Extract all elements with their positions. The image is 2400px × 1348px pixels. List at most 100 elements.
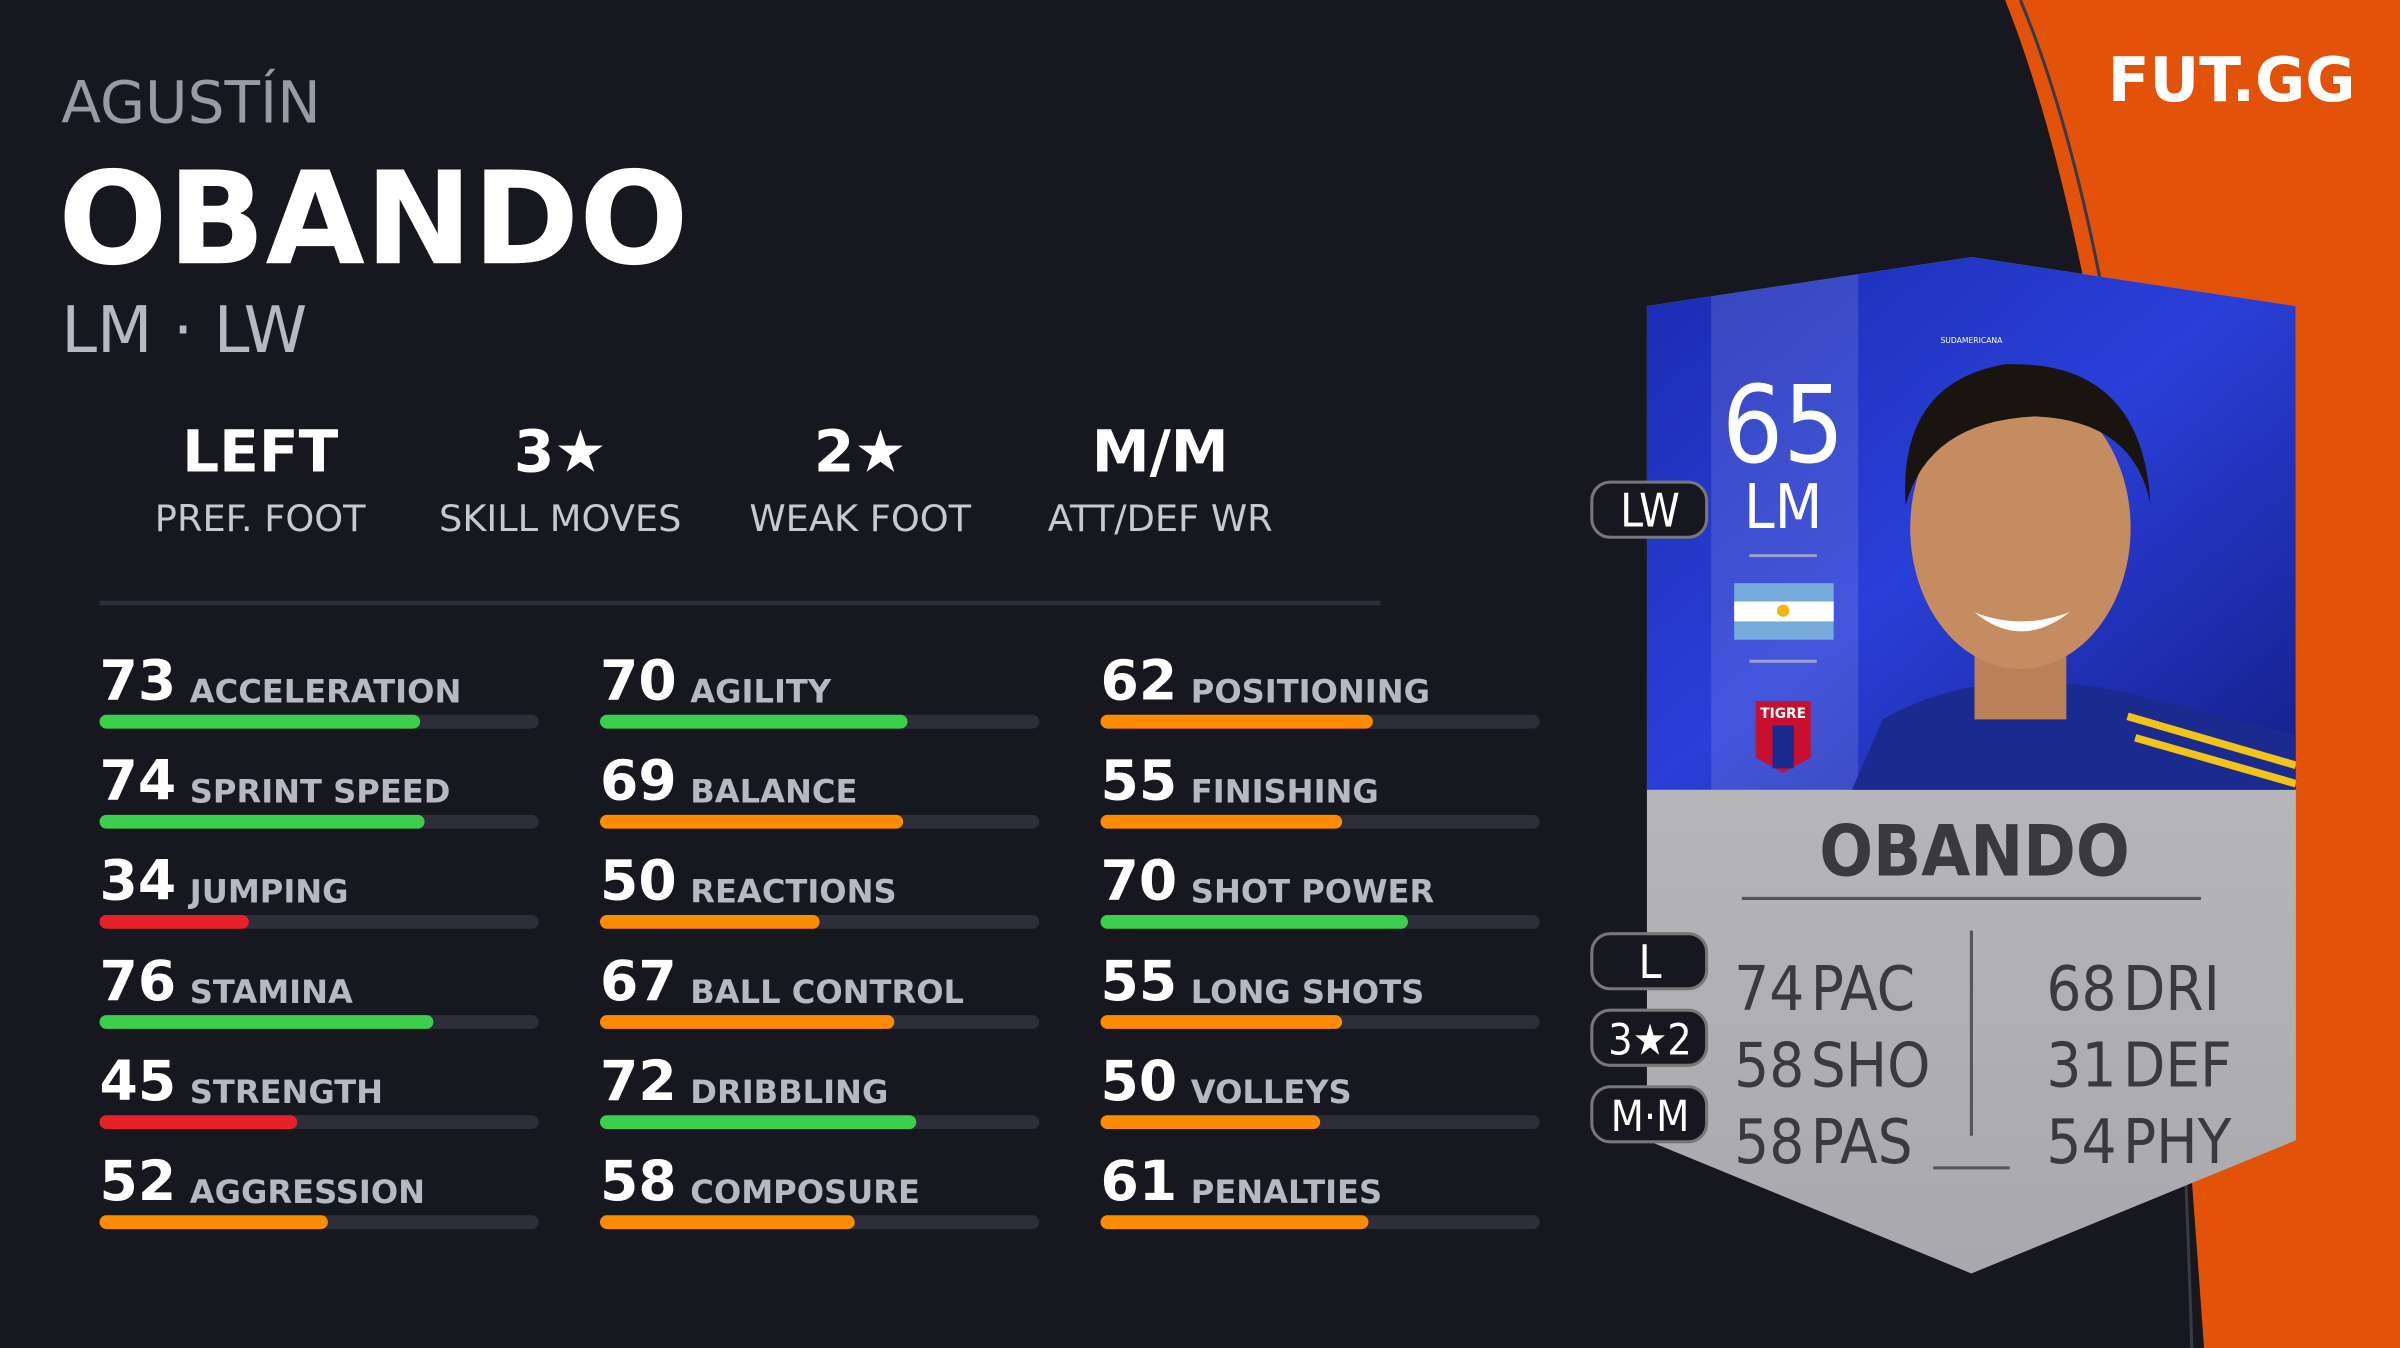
stat-bar	[99, 1215, 328, 1230]
stat-value: 34	[99, 849, 176, 913]
stat-value: 74	[99, 749, 176, 813]
stat-value: 50	[1101, 1049, 1178, 1113]
card-stat-label: PAC	[1811, 954, 1915, 1025]
stat-value: 62	[1101, 648, 1178, 712]
stat-bar	[99, 1015, 434, 1029]
player-card: SUDAMERICANA 65 LM TIGRE OBANDO	[1646, 257, 2296, 1274]
stat-value: 61	[1101, 1149, 1178, 1213]
club-name: TIGRE	[1760, 706, 1806, 722]
brand-logo: FUT.GG	[2108, 45, 2356, 116]
stat-bar	[99, 814, 425, 829]
stat-bar	[600, 1115, 917, 1129]
info-value: 3★	[514, 417, 607, 485]
shirt-stripes	[2126, 712, 2296, 788]
stat-name: AGGRESSION	[190, 1173, 425, 1211]
stat-bar	[600, 1215, 855, 1230]
face	[1910, 387, 2131, 669]
stat-bar	[99, 1115, 298, 1129]
pill	[1590, 1008, 1709, 1067]
pill	[1590, 480, 1709, 539]
stat-bar	[600, 814, 904, 829]
stat-name: AGILITY	[690, 673, 832, 711]
stat-name: STAMINA	[190, 973, 353, 1011]
stat-name: VOLLEYS	[1191, 1073, 1352, 1111]
stat-value: 70	[1101, 849, 1178, 913]
stat-value: 69	[600, 749, 677, 813]
card-stat-value: 31	[2046, 1031, 2116, 1102]
stat-value: 73	[99, 648, 176, 712]
card-stat-label: PAS	[1811, 1107, 1913, 1178]
shirt	[1852, 681, 2296, 790]
last-name: OBANDO	[58, 145, 688, 294]
pill	[1590, 932, 1709, 991]
stat-name: FINISHING	[1191, 773, 1379, 811]
card-stat-value: 58	[1734, 1031, 1804, 1102]
stat-name: COMPOSURE	[690, 1173, 920, 1211]
stat-bar	[600, 914, 820, 929]
card-stat-value: 74	[1734, 954, 1804, 1025]
card-work-rates: M·M	[1611, 1092, 1690, 1142]
pill	[1590, 1085, 1709, 1144]
card-position: LM	[1744, 472, 1822, 543]
stat-name: BALANCE	[690, 773, 857, 811]
stat-value: 45	[99, 1049, 176, 1113]
smile	[1974, 612, 2070, 632]
first-name: AGUSTÍN	[61, 67, 321, 136]
card-stat-label: DRI	[2123, 954, 2220, 1025]
card-stat-label: PHY	[2123, 1107, 2232, 1178]
stat-value: 58	[600, 1149, 677, 1213]
stat-value: 67	[600, 949, 677, 1013]
stat-name: SPRINT SPEED	[190, 773, 451, 811]
info-label: ATT/DEF WR	[1048, 497, 1273, 540]
stat-value: 72	[600, 1049, 677, 1113]
stat-bar	[1100, 814, 1343, 829]
stat-name: POSITIONING	[1191, 673, 1430, 711]
stat-value: 55	[1101, 749, 1178, 813]
stat-name: LONG SHOTS	[1191, 973, 1424, 1011]
positions: LM · LW	[61, 293, 307, 368]
stat-bar	[1100, 914, 1409, 929]
stat-name: STRENGTH	[190, 1073, 383, 1111]
stat-name: ACCELERATION	[190, 673, 462, 711]
card-name: OBANDO	[1819, 811, 2130, 893]
stat-value: 50	[600, 849, 677, 913]
stat-bar	[600, 1015, 895, 1029]
info-label: SKILL MOVES	[439, 497, 681, 540]
stat-name: BALL CONTROL	[690, 973, 964, 1011]
stat-bar	[600, 714, 908, 729]
stat-name: DRIBBLING	[690, 1073, 888, 1111]
stat-name: REACTIONS	[690, 873, 896, 911]
stat-bar	[1100, 1215, 1369, 1230]
stat-bar	[1100, 714, 1373, 729]
stat-bar	[99, 714, 421, 729]
stat-value: 76	[99, 949, 176, 1013]
league: SUDAMERICANA	[1940, 336, 2003, 345]
stat-bar	[1100, 1115, 1321, 1129]
stat-value: 70	[600, 648, 677, 712]
stat-name: JUMPING	[188, 873, 349, 911]
card-stat-value: 58	[1734, 1107, 1804, 1178]
alt-position: LW	[1620, 484, 1680, 538]
stat-name: SHOT POWER	[1191, 873, 1435, 911]
card-foot: L	[1638, 935, 1661, 989]
info-label: PREF. FOOT	[155, 497, 366, 540]
card-stat-label: SHO	[1811, 1031, 1931, 1102]
card-stat-value: 54	[2046, 1107, 2116, 1178]
club-stripe	[1772, 725, 1794, 769]
stat-value: 55	[1101, 949, 1178, 1013]
info-label: WEAK FOOT	[749, 497, 971, 540]
card-stat-value: 68	[2046, 954, 2116, 1025]
info-value: 2★	[814, 417, 907, 485]
card-stat-label: DEF	[2123, 1031, 2232, 1102]
stat-value: 52	[99, 1149, 176, 1213]
info-value: LEFT	[182, 417, 339, 485]
stat-name: PENALTIES	[1191, 1173, 1382, 1211]
hair	[1905, 364, 2151, 506]
card-skill-weak: 3★2	[1608, 1016, 1692, 1066]
card-rating: 65	[1722, 364, 1845, 488]
stat-bar	[1100, 1015, 1343, 1029]
flag-sun	[1777, 604, 1790, 617]
stat-bar	[99, 914, 249, 929]
info-value: M/M	[1092, 417, 1229, 485]
